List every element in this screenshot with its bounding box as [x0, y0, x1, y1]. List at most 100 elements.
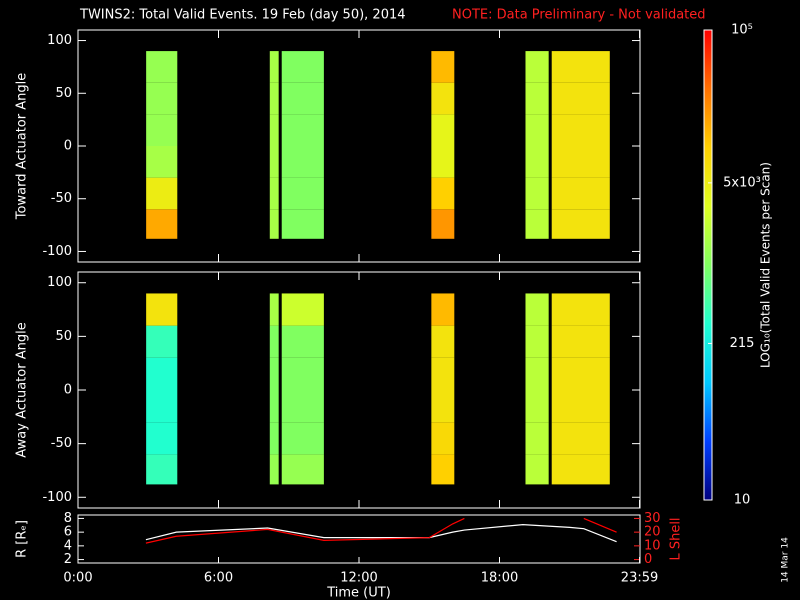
- heatmap-cell: [269, 422, 279, 455]
- heatmap-cell: [281, 422, 324, 455]
- y-tick-label: 2: [64, 552, 72, 567]
- heatmap-cell: [525, 454, 549, 485]
- heatmap-cell: [431, 114, 455, 146]
- heatmap-cell: [146, 293, 178, 326]
- chart-title: TWINS2: Total Valid Events. 19 Feb (day …: [79, 8, 406, 23]
- heatmap-cell: [551, 51, 610, 83]
- colorbar-tick-label: 10: [734, 493, 751, 508]
- heatmap-cell: [431, 357, 455, 390]
- series-line: [145, 517, 465, 544]
- heatmap-cell: [525, 177, 549, 210]
- heatmap-cell: [551, 357, 610, 390]
- heatmap-cell: [269, 114, 279, 146]
- heatmap-cell: [431, 325, 455, 358]
- x-tick-label: 18:00: [481, 571, 518, 586]
- heatmap-cell: [269, 177, 279, 210]
- heatmap-cell: [551, 422, 610, 455]
- heatmap-cell: [146, 209, 178, 239]
- heatmap-cell: [431, 293, 455, 326]
- heatmap-cell: [269, 51, 279, 83]
- y-tick-label: -50: [51, 191, 72, 206]
- heatmap-cell: [551, 146, 610, 178]
- heatmap-cell: [525, 357, 549, 390]
- heatmap-cell: [281, 390, 324, 423]
- heatmap-cell: [525, 325, 549, 358]
- heatmap-cell: [281, 51, 324, 83]
- heatmap-cell: [146, 177, 178, 210]
- heatmap-cell: [269, 146, 279, 178]
- heatmap-cell: [281, 325, 324, 358]
- heatmap-cell: [146, 390, 178, 423]
- x-axis-title: Time (UT): [326, 586, 391, 600]
- y-axis-title: R [Rₑ]: [15, 520, 30, 558]
- heatmap-cell: [281, 209, 324, 239]
- heatmap-cell: [146, 146, 178, 178]
- heatmap-cell: [146, 82, 178, 115]
- y-tick-label: 4: [64, 538, 72, 553]
- y2-tick-label: 20: [644, 525, 661, 540]
- colorbar-label: LOG₁₀(Total Valid Events per Scan): [759, 162, 773, 368]
- heatmap-cell: [269, 390, 279, 423]
- heatmap-cell: [269, 293, 279, 326]
- x-tick-label: 6:00: [204, 571, 233, 586]
- heatmap-cell: [525, 209, 549, 239]
- heatmap-cell: [525, 390, 549, 423]
- heatmap-cell: [281, 293, 324, 326]
- heatmap-cell: [551, 325, 610, 358]
- heatmap-cell: [551, 209, 610, 239]
- heatmap-cell: [551, 454, 610, 485]
- heatmap-cell: [431, 82, 455, 115]
- y-axis-title: Toward Actuator Angle: [15, 73, 30, 220]
- y-tick-label: -50: [51, 436, 72, 451]
- heatmap-cell: [269, 209, 279, 239]
- y-tick-label: 0: [64, 383, 72, 398]
- y-tick-label: -100: [42, 490, 72, 505]
- heatmap-cell: [431, 146, 455, 178]
- x-tick-label: 23:59: [621, 571, 658, 586]
- colorbar-tick-label: 5x10³: [723, 175, 761, 190]
- heatmap-cell: [146, 454, 178, 485]
- y2-tick-label: 30: [644, 511, 661, 526]
- y-tick-label: 6: [64, 525, 72, 540]
- heatmap-cell: [431, 390, 455, 423]
- heatmap-cell: [525, 82, 549, 115]
- y-tick-label: 8: [64, 511, 72, 526]
- heatmap-cell: [551, 177, 610, 210]
- heatmap-cell: [551, 293, 610, 326]
- note: NOTE: Data Preliminary - Not validated: [452, 8, 706, 23]
- colorbar: [703, 29, 713, 501]
- colorbar-tick-label: 215: [730, 336, 755, 351]
- x-tick-label: 12:00: [340, 571, 377, 586]
- heatmap-cell: [269, 357, 279, 390]
- heatmap-cell: [146, 114, 178, 146]
- date-stamp: 14 Mar 14: [781, 537, 791, 583]
- heatmap-cell: [551, 82, 610, 115]
- y-tick-label: 50: [55, 86, 72, 101]
- heatmap-cell: [281, 357, 324, 390]
- heatmap-cell: [281, 82, 324, 115]
- y2-tick-label: 0: [644, 552, 652, 567]
- heatmap-cell: [551, 390, 610, 423]
- heatmap-cell: [146, 325, 178, 358]
- heatmap-cell: [146, 51, 178, 83]
- series-line: [145, 523, 617, 543]
- heatmap-cell: [525, 293, 549, 326]
- series-line: [583, 517, 617, 533]
- y-tick-label: -100: [42, 244, 72, 259]
- x-tick-label: 0:00: [63, 571, 92, 586]
- heatmap-cell: [431, 177, 455, 210]
- y-axis-title: Away Actuator Angle: [15, 322, 30, 457]
- heatmap-cell: [146, 422, 178, 455]
- y2-axis-title: L Shell: [669, 517, 684, 560]
- heatmap-cell: [281, 177, 324, 210]
- heatmap-cell: [525, 114, 549, 146]
- heatmap-cell: [281, 114, 324, 146]
- heatmap-cell: [269, 82, 279, 115]
- heatmap-cell: [146, 357, 178, 390]
- heatmap-cell: [431, 422, 455, 455]
- y-tick-label: 50: [55, 329, 72, 344]
- heatmap-cell: [525, 422, 549, 455]
